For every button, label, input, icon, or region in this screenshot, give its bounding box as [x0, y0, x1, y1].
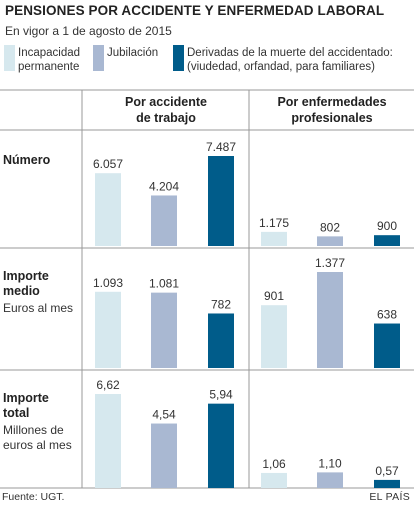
bar-label-importe-medio-enfermedades-2: 1.377 [315, 256, 345, 270]
legend-label-jubilacion-line1: Jubilación [107, 47, 159, 59]
credit: EL PAÍS [369, 491, 410, 503]
bar-label-importe-medio-enfermedades-1: 901 [264, 289, 284, 303]
bar-numero-accidente-1 [95, 173, 121, 246]
row-title-numero-line1: Número [3, 153, 51, 167]
bar-numero-enfermedades-1 [261, 231, 287, 246]
bar-label-importe-total-enfermedades-2: 1,10 [318, 456, 342, 470]
bar-numero-accidente-2 [151, 195, 177, 246]
bar-label-importe-medio-enfermedades-3: 638 [377, 308, 397, 322]
source-note: Fuente: UGT. [2, 491, 65, 503]
bar-importe-medio-enfermedades-1 [261, 305, 287, 368]
bar-label-numero-enfermedades-1: 1.175 [259, 216, 289, 230]
legend-swatch-jubilacion [93, 45, 104, 71]
row-unit-importe-total-line1: Millones de [3, 423, 64, 437]
bar-label-numero-enfermedades-2: 802 [320, 220, 340, 234]
bar-importe-medio-accidente-2 [151, 292, 177, 368]
chart-subtitle: En vigor a 1 de agosto de 2015 [5, 24, 172, 38]
bar-importe-total-accidente-3 [208, 403, 234, 488]
legend-label-incapacidad-line1: Incapacidad [18, 47, 81, 59]
bar-numero-accidente-3 [208, 156, 234, 246]
bar-label-numero-enfermedades-3: 900 [377, 219, 397, 233]
row-unit-importe-total-line2: euros al mes [3, 438, 72, 452]
column-header-accidente-line1: Por accidente [125, 95, 207, 109]
bar-importe-medio-enfermedades-3 [374, 323, 400, 368]
legend-label-muerte-line2: (viudedad, orfandad, para familiares) [187, 61, 375, 73]
bar-importe-total-accidente-2 [151, 423, 177, 488]
legend-label-jubilacion: Jubilación [107, 46, 158, 60]
bar-importe-total-enfermedades-1 [261, 472, 287, 488]
bar-label-importe-medio-accidente-2: 1.081 [149, 277, 179, 291]
row-unit-importe-medio-line1: Euros al mes [3, 301, 73, 315]
legend-swatch-muerte [173, 45, 184, 71]
bar-label-importe-total-accidente-2: 4,54 [152, 408, 176, 422]
bar-label-numero-accidente-3: 7.487 [206, 140, 236, 154]
row-title-importe-medio-line1: Importe [3, 269, 49, 283]
bar-importe-medio-enfermedades-2 [317, 272, 343, 368]
bar-importe-medio-accidente-3 [208, 313, 234, 368]
row-title-importe-total-line2: total [3, 406, 29, 420]
bar-importe-medio-accidente-1 [95, 291, 121, 368]
column-header-enfermedades-line1: Por enfermedades [277, 95, 386, 109]
bar-label-importe-total-accidente-3: 5,94 [209, 388, 233, 402]
bar-numero-enfermedades-2 [317, 236, 343, 246]
bar-label-importe-total-accidente-1: 6,62 [96, 378, 120, 392]
bar-importe-total-accidente-1 [95, 394, 121, 488]
legend-label-muerte-line1: Derivadas de la muerte del accidentado: [187, 47, 393, 59]
legend-label-incapacidad-line2: permanente [18, 61, 80, 73]
bar-numero-enfermedades-3 [374, 235, 400, 246]
legend-label-muerte: Derivadas de la muerte del accidentado: … [187, 46, 393, 74]
legend-swatch-incapacidad [4, 45, 15, 71]
legend-label-incapacidad: Incapacidad permanente [18, 46, 80, 74]
bar-label-numero-accidente-1: 6.057 [93, 157, 123, 171]
bar-importe-total-enfermedades-2 [317, 472, 343, 488]
row-title-importe-total-line1: Importe [3, 391, 49, 405]
bar-label-importe-total-enfermedades-3: 0,57 [375, 464, 399, 478]
row-title-importe-medio-line2: medio [3, 284, 40, 298]
legend: Incapacidad permanente Jubilación Deriva… [0, 45, 414, 85]
bar-label-numero-accidente-2: 4.204 [149, 179, 179, 193]
bar-label-importe-medio-accidente-1: 1.093 [93, 276, 123, 290]
chart-title: PENSIONES POR ACCIDENTE Y ENFERMEDAD LAB… [5, 3, 385, 18]
bar-label-importe-medio-accidente-3: 782 [211, 297, 231, 311]
column-header-accidente-line2: de trabajo [136, 111, 196, 125]
bar-importe-total-enfermedades-3 [374, 479, 400, 488]
bar-label-importe-total-enfermedades-1: 1,06 [262, 457, 286, 471]
column-header-enfermedades-line2: profesionales [291, 111, 372, 125]
